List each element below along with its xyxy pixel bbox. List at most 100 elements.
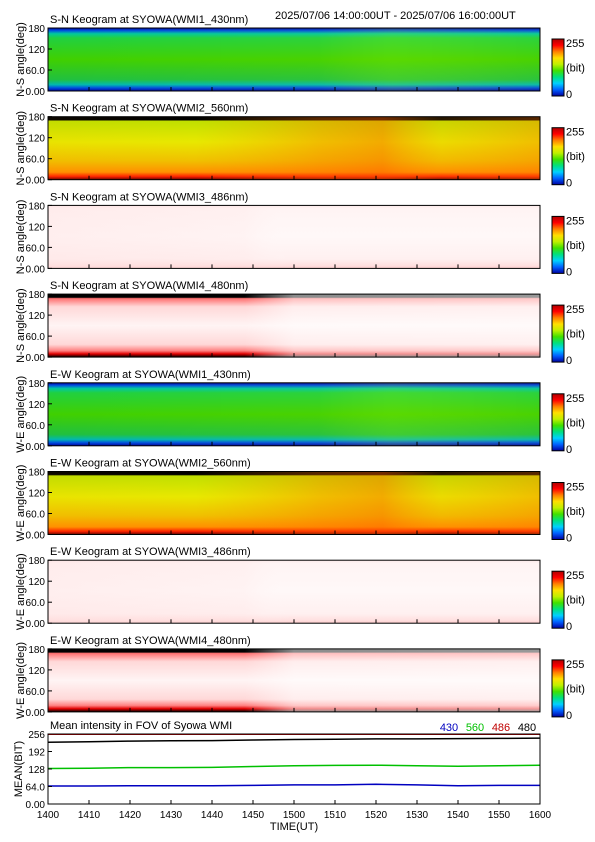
colorbar-max-label: 255 xyxy=(566,482,584,494)
heatmap-variation xyxy=(48,28,540,91)
keogram-panel-4: S-N Keogram at SYOWA(WMI4_480nm) 0.00 60.0… xyxy=(15,280,585,367)
y-axis-label: N-S angle(deg) xyxy=(15,200,27,275)
y-tick-label: 0.00 xyxy=(26,619,46,630)
y-tick-label: 60.0 xyxy=(26,510,46,521)
colorbar-max-label: 255 xyxy=(566,127,584,139)
panel-title: S-N Keogram at SYOWA(WMI1_430nm) xyxy=(50,14,248,26)
x-tick-label: 1510 xyxy=(324,810,347,821)
colorbar-unit-label: (bit) xyxy=(566,63,585,75)
y-tick-label: 0.00 xyxy=(26,353,46,364)
colorbar-min-label: 0 xyxy=(566,355,572,367)
colorbar-min-label: 0 xyxy=(566,89,572,101)
x-tick-label: 1430 xyxy=(160,810,183,821)
x-tick-label: 1440 xyxy=(201,810,224,821)
x-tick-label: 1530 xyxy=(406,810,429,821)
y-tick-label: 180 xyxy=(28,290,45,301)
y-axis-label: N-S angle(deg) xyxy=(15,22,27,97)
heatmap-variation xyxy=(48,205,540,269)
colorbar-unit-label: (bit) xyxy=(566,595,585,607)
y-tick-label: 0.00 xyxy=(26,800,46,811)
y-tick-label: 60.0 xyxy=(26,421,46,432)
series-line-560 xyxy=(47,764,541,770)
heatmap-variation xyxy=(48,471,540,535)
series-line-430 xyxy=(48,783,540,787)
keogram-panel-2: S-N Keogram at SYOWA(WMI2_560nm) 0.00 60.0… xyxy=(15,103,585,190)
y-axis-label: N-S angle(deg) xyxy=(15,288,27,363)
colorbar-min-label: 0 xyxy=(566,710,572,722)
y-axis-label: W-E angle(deg) xyxy=(15,376,27,453)
heatmap-variation xyxy=(48,294,540,358)
y-tick-label: 60.0 xyxy=(26,155,46,166)
y-tick-label: 64.0 xyxy=(26,783,46,794)
y-tick-label: 120 xyxy=(28,666,45,677)
y-tick-label: 120 xyxy=(28,222,45,233)
keogram-panel-7: E-W Keogram at SYOWA(WMI3_486nm) 0.00 60.0… xyxy=(15,546,585,633)
colorbar-max-label: 255 xyxy=(566,215,584,227)
y-tick-label: 128 xyxy=(28,765,45,776)
y-tick-label: 120 xyxy=(28,311,45,322)
y-tick-label: 180 xyxy=(28,201,45,212)
colorbar xyxy=(551,304,565,363)
colorbar-unit-label: (bit) xyxy=(566,506,585,518)
colorbar xyxy=(551,570,565,629)
y-axis-label: W-E angle(deg) xyxy=(15,553,27,630)
keogram-panel-3: S-N Keogram at SYOWA(WMI3_486nm) 0.00 60.0… xyxy=(15,191,585,278)
x-tick-label: 1540 xyxy=(447,810,470,821)
colorbar xyxy=(551,659,565,718)
x-axis-label: TIME(UT) xyxy=(270,821,318,833)
y-tick-label: 120 xyxy=(28,45,45,56)
y-tick-label: 0.00 xyxy=(26,708,46,719)
legend-entry-560: 560 xyxy=(466,722,484,734)
y-axis-label: MEAN(BIT) xyxy=(13,741,25,797)
colorbar-min-label: 0 xyxy=(566,266,572,278)
y-axis-label: W-E angle(deg) xyxy=(15,465,27,542)
y-tick-label: 120 xyxy=(28,577,45,588)
y-tick-label: 180 xyxy=(28,379,45,390)
y-tick-label: 180 xyxy=(28,24,45,35)
y-tick-label: 0.00 xyxy=(26,442,46,453)
panel-title: S-N Keogram at SYOWA(WMI3_486nm) xyxy=(50,191,248,203)
colorbar xyxy=(551,393,565,452)
y-tick-label: 0.00 xyxy=(26,176,46,187)
panel-title: Mean intensity in FOV of Syowa WMI xyxy=(50,720,232,732)
colorbar xyxy=(551,38,565,97)
panel-title: E-W Keogram at SYOWA(WMI1_430nm) xyxy=(50,369,251,381)
y-tick-label: 60.0 xyxy=(26,243,46,254)
colorbar-max-label: 255 xyxy=(566,659,584,671)
y-tick-label: 0.00 xyxy=(26,87,46,98)
y-tick-label: 180 xyxy=(28,113,45,124)
x-tick-label: 1520 xyxy=(365,810,388,821)
y-tick-label: 60.0 xyxy=(26,687,46,698)
colorbar xyxy=(551,215,565,274)
y-tick-label: 120 xyxy=(28,134,45,145)
colorbar-min-label: 0 xyxy=(566,621,572,633)
colorbar xyxy=(551,127,565,186)
keogram-panel-1: S-N Keogram at SYOWA(WMI1_430nm) 0.00 60.0… xyxy=(15,14,585,101)
colorbar-unit-label: (bit) xyxy=(566,329,585,341)
y-tick-label: 256 xyxy=(28,730,45,741)
x-tick-label: 1410 xyxy=(78,810,101,821)
legend-entry-480: 480 xyxy=(518,722,536,734)
panel-title: S-N Keogram at SYOWA(WMI4_480nm) xyxy=(50,280,248,292)
y-tick-label: 60.0 xyxy=(26,598,46,609)
panel-title: E-W Keogram at SYOWA(WMI4_480nm) xyxy=(50,635,251,647)
y-tick-label: 192 xyxy=(28,748,45,759)
colorbar-unit-label: (bit) xyxy=(566,417,585,429)
legend-entry-430: 430 xyxy=(440,722,458,734)
heatmap-variation xyxy=(48,648,540,712)
heatmap-variation xyxy=(48,116,540,180)
y-tick-label: 180 xyxy=(28,556,45,567)
colorbar-max-label: 255 xyxy=(566,304,584,316)
colorbar-unit-label: (bit) xyxy=(566,240,585,252)
panel-title: E-W Keogram at SYOWA(WMI2_560nm) xyxy=(50,458,251,470)
colorbar-unit-label: (bit) xyxy=(566,683,585,695)
legend-entry-486: 486 xyxy=(492,722,510,734)
line-plot-area xyxy=(48,734,540,804)
y-axis-label: N-S angle(deg) xyxy=(15,111,27,186)
y-tick-label: 180 xyxy=(28,645,45,656)
series-line-480 xyxy=(47,737,541,743)
keogram-panel-6: E-W Keogram at SYOWA(WMI2_560nm) 0.00 60.0… xyxy=(15,458,585,545)
y-axis-label: W-E angle(deg) xyxy=(15,642,27,719)
y-tick-label: 120 xyxy=(28,400,45,411)
heatmap-variation xyxy=(48,382,540,446)
